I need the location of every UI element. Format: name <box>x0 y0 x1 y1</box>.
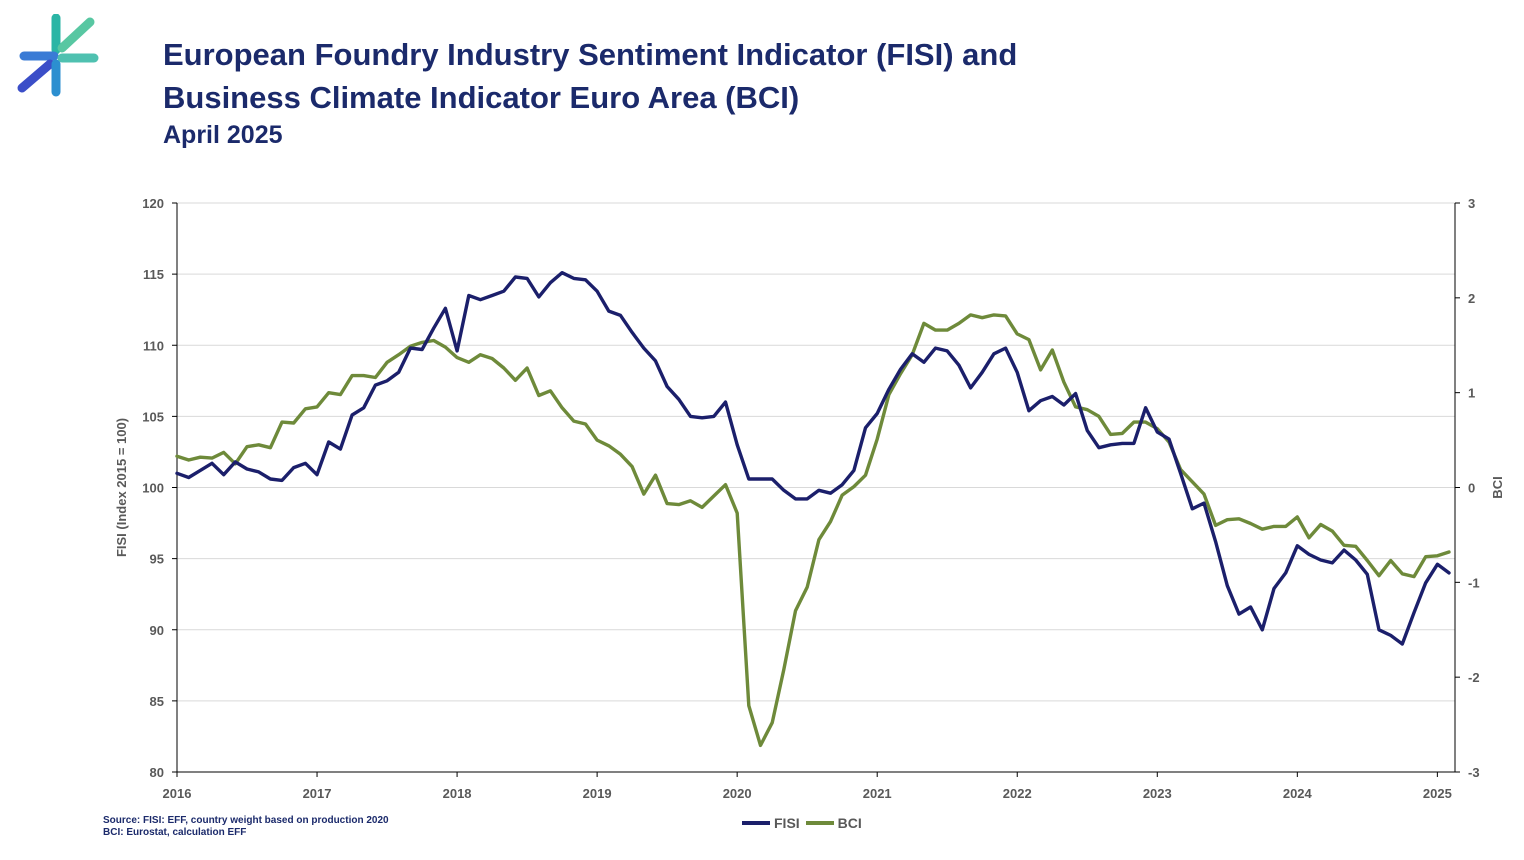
x-tick-label: 2020 <box>723 786 752 801</box>
legend-label-bci: BCI <box>837 815 862 831</box>
y-tick-label-right: -1 <box>1468 575 1480 590</box>
y-axis-title-left: FISI (Index 2015 = 100) <box>114 418 129 557</box>
chart-title-line2: Business Climate Indicator Euro Area (BC… <box>163 80 800 115</box>
x-tick-label: 2019 <box>583 786 612 801</box>
y-tick-label-right: 0 <box>1468 481 1475 496</box>
x-tick-label: 2024 <box>1283 786 1313 801</box>
y-tick-label-left: 95 <box>150 552 164 567</box>
chart-subtitle: April 2025 <box>163 121 283 149</box>
x-tick-label: 2017 <box>303 786 332 801</box>
eff-logo-icon <box>17 14 99 97</box>
y-tick-label-left: 85 <box>150 694 164 709</box>
y-tick-label-right: 2 <box>1468 291 1475 306</box>
chart-title-line1: European Foundry Industry Sentiment Indi… <box>163 37 1018 72</box>
chart-title-block: European Foundry Industry Sentiment Indi… <box>163 33 1017 151</box>
y-tick-label-left: 90 <box>150 623 164 638</box>
y-tick-label-left: 100 <box>142 481 164 496</box>
legend-swatch-bci <box>805 821 834 825</box>
y-tick-label-left: 110 <box>143 338 164 353</box>
legend-label-fisi: FISI <box>774 815 800 831</box>
x-tick-label: 2016 <box>163 786 192 801</box>
y-axis-title-right: BCI <box>1490 476 1505 498</box>
x-tick-label: 2025 <box>1423 786 1452 801</box>
source-line2: BCI: Eurostat, calculation EFF <box>103 827 247 838</box>
legend-item-bci: BCI <box>805 815 862 831</box>
y-tick-label-right: 3 <box>1468 196 1475 211</box>
y-tick-label-right: -3 <box>1468 765 1480 780</box>
y-tick-label-left: 105 <box>142 409 164 424</box>
x-tick-label: 2022 <box>1003 786 1032 801</box>
series-line-bci <box>175 313 1451 748</box>
x-tick-label: 2023 <box>1143 786 1172 801</box>
y-tick-label-left: 120 <box>142 196 164 211</box>
y-tick-label-right: -2 <box>1468 670 1480 685</box>
source-line1: Source: FISI: EFF, country weight based … <box>103 815 389 826</box>
y-tick-label-right: 1 <box>1468 386 1475 401</box>
y-tick-label-left: 115 <box>143 267 164 282</box>
legend-item-fisi: FISI <box>742 815 800 831</box>
chart-legend: FISI BCI <box>742 815 868 831</box>
x-tick-label: 2021 <box>863 786 892 801</box>
y-tick-label-left: 80 <box>150 765 164 780</box>
series-line-fisi <box>175 271 1451 646</box>
source-note: Source: FISI: EFF, country weight based … <box>103 815 389 839</box>
legend-swatch-fisi <box>742 821 770 825</box>
x-tick-label: 2018 <box>443 786 472 801</box>
